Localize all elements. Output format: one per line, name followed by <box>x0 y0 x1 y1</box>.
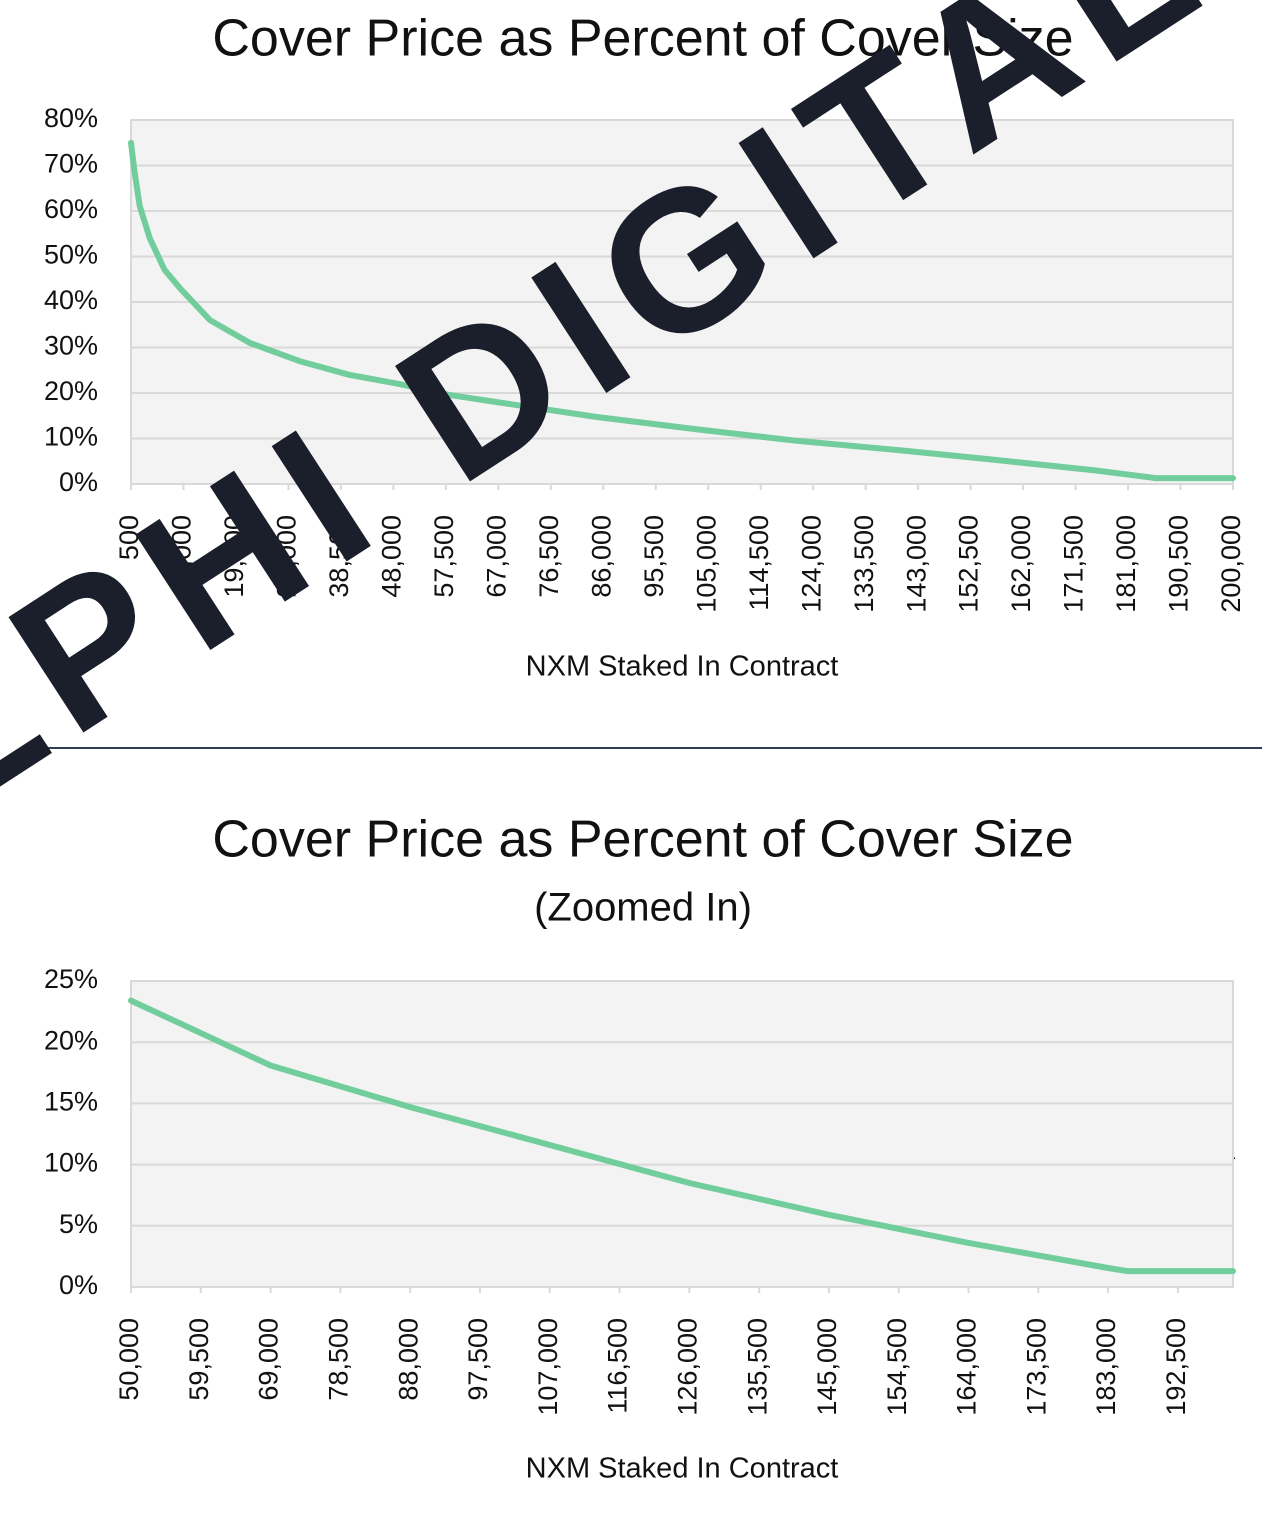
y-tick-label: 80% <box>44 103 98 133</box>
y-tick-label: 10% <box>44 1148 98 1178</box>
chart-title: Cover Price as Percent of Cover Size <box>212 10 1073 68</box>
y-tick-label: 40% <box>44 285 98 315</box>
y-tick-label: 20% <box>44 376 98 406</box>
x-tick-label: 164,000 <box>952 1318 982 1416</box>
y-tick-label: 25% <box>44 964 98 994</box>
y-tick-label: 60% <box>44 194 98 224</box>
x-tick-label: 86,000 <box>586 515 616 598</box>
x-tick-label: 19,500 <box>219 515 249 598</box>
x-tick-label: 10,000 <box>167 515 197 598</box>
x-tick-label: 57,500 <box>429 515 459 598</box>
x-tick-label: 162,000 <box>1006 515 1036 613</box>
chart-subtitle: (Zoomed In) <box>534 886 752 930</box>
x-tick-label: 48,000 <box>377 515 407 598</box>
x-tick-label: 135,500 <box>742 1318 772 1416</box>
x-tick-label: 105,000 <box>691 515 721 613</box>
plot-area <box>130 980 1234 1288</box>
x-tick-label: 192,500 <box>1161 1318 1191 1416</box>
x-tick-label: 154,500 <box>882 1318 912 1416</box>
x-tick-label: 67,000 <box>481 515 511 598</box>
x-tick-label: 29,000 <box>272 515 302 598</box>
x-tick-label: 107,000 <box>533 1318 563 1416</box>
y-tick-label: 0% <box>59 1270 98 1300</box>
x-tick-label: 173,500 <box>1021 1318 1051 1416</box>
y-tick-label: 5% <box>59 1209 98 1239</box>
x-tick-label: 76,500 <box>534 515 564 598</box>
x-axis-title: NXM Staked In Contract <box>526 651 839 683</box>
data-line <box>128 997 1236 1275</box>
data-line <box>128 139 1236 482</box>
x-tick-label: 181,000 <box>1111 515 1141 613</box>
x-tick-label: 500 <box>114 515 144 560</box>
chart-title: Cover Price as Percent of Cover Size <box>212 811 1073 869</box>
x-tick-label: 143,000 <box>901 515 931 613</box>
x-axis-title: NXM Staked In Contract <box>526 1453 839 1485</box>
x-tick-label: 200,000 <box>1216 515 1246 613</box>
x-tick-label: 97,500 <box>463 1318 493 1401</box>
x-tick-label: 38,500 <box>324 515 354 598</box>
x-tick-label: 114,500 <box>744 515 774 611</box>
y-tick-label: 30% <box>44 331 98 361</box>
x-tick-label: 183,000 <box>1091 1318 1121 1416</box>
x-tick-label: 59,500 <box>184 1318 214 1401</box>
y-tick-label: 15% <box>44 1087 98 1117</box>
x-tick-label: 50,000 <box>114 1318 144 1401</box>
y-tick-label: 50% <box>44 240 98 270</box>
x-tick-label: 145,000 <box>812 1318 842 1416</box>
x-tick-label: 69,000 <box>254 1318 284 1401</box>
x-tick-label: 190,500 <box>1164 515 1194 613</box>
y-tick-label: 70% <box>44 149 98 179</box>
x-tick-label: 133,500 <box>849 515 879 613</box>
x-tick-label: 171,500 <box>1059 515 1089 613</box>
x-tick-label: 78,500 <box>324 1318 354 1401</box>
x-tick-label: 126,000 <box>672 1318 702 1416</box>
x-tick-label: 95,500 <box>639 515 669 598</box>
x-tick-label: 152,500 <box>954 515 984 613</box>
x-tick-label: 124,000 <box>796 515 826 613</box>
y-tick-label: 20% <box>44 1025 98 1055</box>
y-tick-label: 10% <box>44 422 98 452</box>
y-tick-label: 0% <box>59 467 98 497</box>
x-tick-label: 116,500 <box>603 1318 633 1414</box>
x-tick-label: 88,000 <box>393 1318 423 1401</box>
